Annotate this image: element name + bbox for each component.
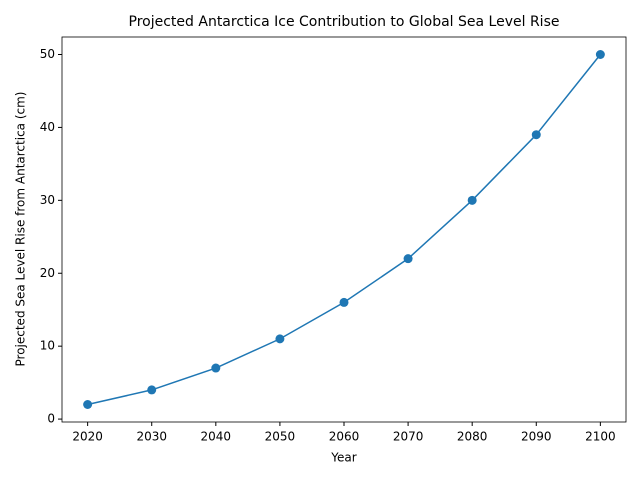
y-tick-label: 20 <box>40 266 55 280</box>
x-tick-label: 2100 <box>585 430 616 444</box>
y-tick-label: 30 <box>40 193 55 207</box>
plot-frame <box>61 36 627 423</box>
data-point <box>595 50 605 59</box>
x-tick-label: 2030 <box>136 430 167 444</box>
data-point <box>403 254 413 264</box>
x-tick-label: 2080 <box>457 430 488 444</box>
y-tick-label: 10 <box>40 339 55 353</box>
x-tick-label: 2070 <box>393 430 424 444</box>
data-point <box>339 297 349 307</box>
chart-title: Projected Antarctica Ice Contribution to… <box>129 14 560 30</box>
x-tick-label: 2040 <box>201 430 232 444</box>
x-tick-label: 2060 <box>329 430 360 444</box>
x-tick-label: 2050 <box>265 430 296 444</box>
y-axis-label: Projected Sea Level Rise from Antarctica… <box>14 92 28 367</box>
y-tick-label: 50 <box>40 47 55 61</box>
data-line <box>87 54 601 406</box>
y-tick-label: 40 <box>40 120 55 134</box>
x-tick-label: 2090 <box>521 430 552 444</box>
x-tick-label: 2020 <box>72 430 103 444</box>
data-point <box>147 385 157 395</box>
x-axis-label: Year <box>330 451 356 465</box>
y-tick-label: 0 <box>47 412 55 426</box>
data-point <box>531 130 541 140</box>
data-point <box>275 334 285 344</box>
data-point <box>211 363 221 373</box>
data-point <box>467 195 477 205</box>
data-point <box>83 400 93 409</box>
